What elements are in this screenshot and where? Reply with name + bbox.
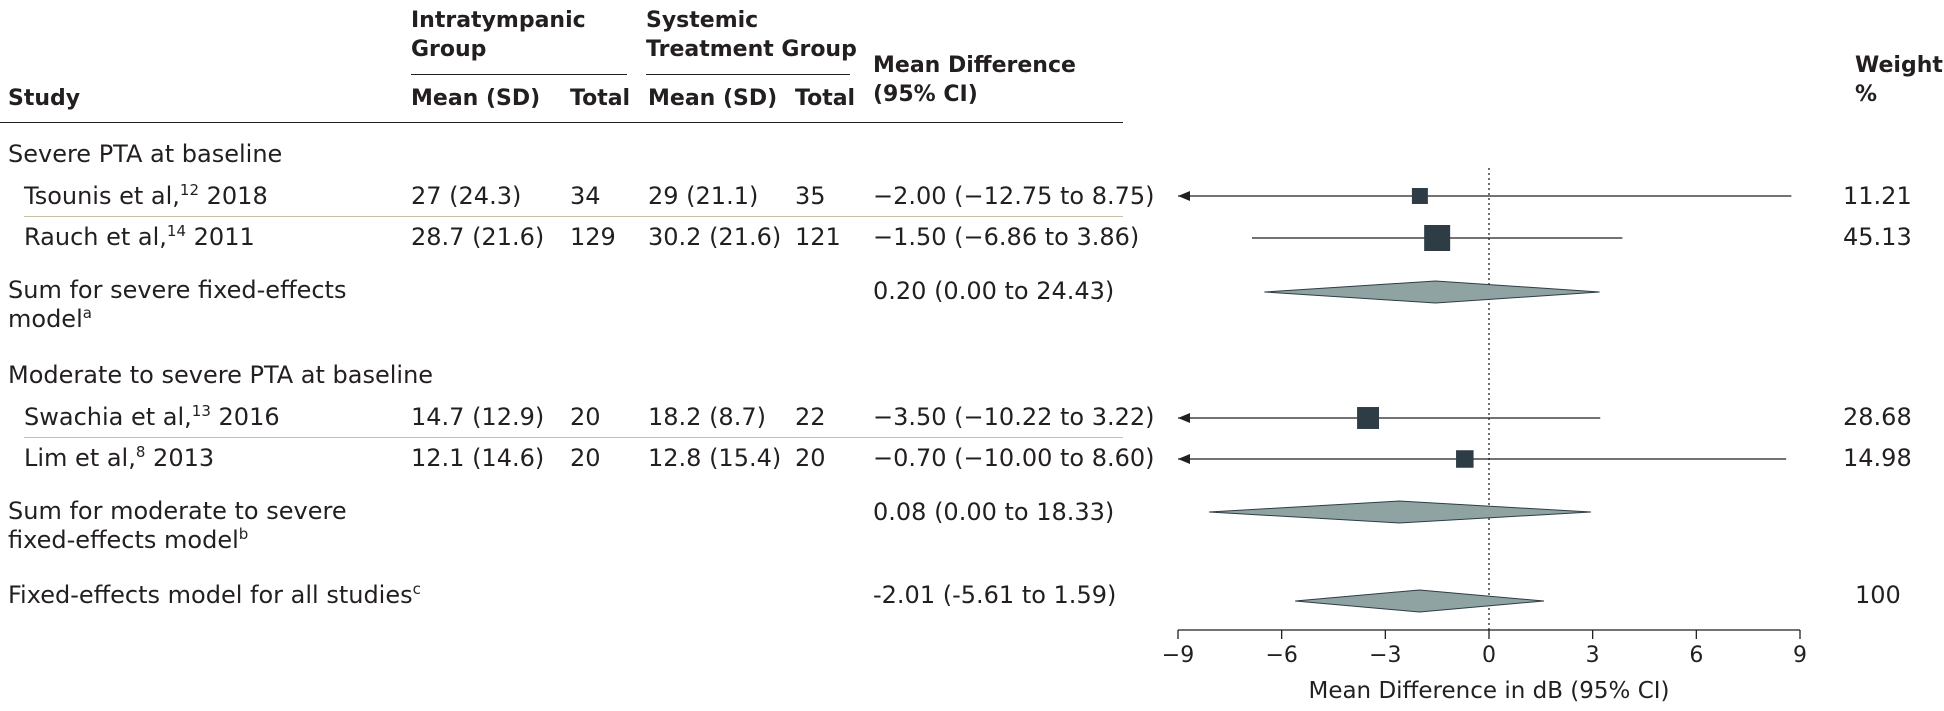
x-tick-label: 0	[1482, 643, 1496, 668]
sys-total: 35	[795, 182, 826, 210]
systemic-group-header: Systemic Treatment Group	[646, 8, 857, 62]
study-column-header: Study	[8, 86, 81, 111]
it-mean-sd-header: Mean (SD)	[411, 86, 541, 111]
x-tick-label: −6	[1265, 643, 1297, 668]
sys-total: 20	[795, 444, 826, 472]
sys-mean-sd: 30.2 (21.6)	[648, 223, 782, 251]
mean-difference-ci: −3.50 (−10.22 to 3.22)	[873, 403, 1155, 431]
study-estimate-square	[1424, 225, 1451, 251]
sys-total: 121	[795, 223, 841, 251]
it-total: 20	[570, 444, 601, 472]
x-tick-label: −3	[1369, 643, 1401, 668]
weight-header: Weight,%	[1855, 53, 1944, 107]
study-name: Swachia et al,13 2016	[24, 402, 280, 431]
header-bottom-rule	[0, 122, 1123, 123]
ci-clip-arrow	[1178, 454, 1190, 464]
row-separator	[24, 216, 1123, 217]
systemic-header-rule	[646, 74, 850, 75]
sys-mean-sd: 29 (21.1)	[648, 182, 759, 210]
sys-total: 22	[795, 403, 826, 431]
overall-label: Fixed-effects model for all studiesc	[8, 580, 421, 609]
it-mean-sd: 14.7 (12.9)	[411, 403, 545, 431]
summary-diamond	[1209, 500, 1591, 524]
it-total-header: Total	[570, 86, 631, 111]
intratympanic-group-header: Intratympanic Group	[411, 8, 586, 62]
it-mean-sd: 12.1 (14.6)	[411, 444, 545, 472]
weight-value: 14.98	[1843, 444, 1912, 472]
sys-total-header: Total	[795, 86, 856, 111]
x-tick-label: 6	[1689, 643, 1703, 668]
x-tick-label: −9	[1162, 643, 1194, 668]
it-mean-sd: 27 (24.3)	[411, 182, 522, 210]
summary-md-ci-moderate-severe: 0.08 (0.00 to 18.33)	[873, 498, 1115, 526]
x-tick-label: 3	[1586, 643, 1600, 668]
summary-label-moderate-severe: Sum for moderate to severe fixed-effects …	[8, 497, 347, 554]
weight-value: 28.68	[1843, 403, 1912, 431]
summary-label-severe: Sum for severe fixed-effects modela	[8, 276, 347, 333]
study-estimate-square	[1411, 188, 1428, 204]
mean-difference-ci: −1.50 (−6.86 to 3.86)	[873, 223, 1140, 251]
group-label-moderate-severe: Moderate to severe PTA at baseline	[8, 361, 434, 389]
mean-difference-ci: −2.00 (−12.75 to 8.75)	[873, 182, 1155, 210]
study-name: Rauch et al,14 2011	[24, 222, 255, 251]
x-tick-label: 9	[1793, 643, 1807, 668]
weight-value: 11.21	[1843, 182, 1912, 210]
weight-value: 45.13	[1843, 223, 1912, 251]
it-mean-sd: 28.7 (21.6)	[411, 223, 545, 251]
intratympanic-header-rule	[411, 74, 627, 75]
mean-difference-ci: −0.70 (−10.00 to 8.60)	[873, 444, 1155, 472]
row-separator	[24, 437, 1123, 438]
overall-md-ci: -2.01 (-5.61 to 1.59)	[873, 581, 1117, 609]
sys-mean-sd: 12.8 (15.4)	[648, 444, 782, 472]
study-estimate-square	[1357, 407, 1380, 429]
study-estimate-square	[1456, 450, 1474, 468]
it-total: 34	[570, 182, 601, 210]
sys-mean-sd: 18.2 (8.7)	[648, 403, 766, 431]
summary-md-ci-severe: 0.20 (0.00 to 24.43)	[873, 277, 1115, 305]
x-axis-label: Mean Difference in dB (95% CI)	[1308, 678, 1669, 704]
group-label-severe: Severe PTA at baseline	[8, 140, 283, 168]
mean-difference-header: Mean Difference (95% CI)	[873, 53, 1076, 107]
sys-mean-sd-header: Mean (SD)	[648, 86, 778, 111]
ci-clip-arrow	[1178, 413, 1190, 423]
it-total: 20	[570, 403, 601, 431]
summary-diamond	[1264, 280, 1600, 304]
ci-clip-arrow	[1178, 191, 1190, 201]
study-name: Lim et al,8 2013	[24, 443, 215, 472]
study-name: Tsounis et al,12 2018	[24, 181, 268, 210]
summary-diamond	[1295, 589, 1544, 613]
it-total: 129	[570, 223, 616, 251]
overall-weight: 100	[1855, 581, 1901, 609]
